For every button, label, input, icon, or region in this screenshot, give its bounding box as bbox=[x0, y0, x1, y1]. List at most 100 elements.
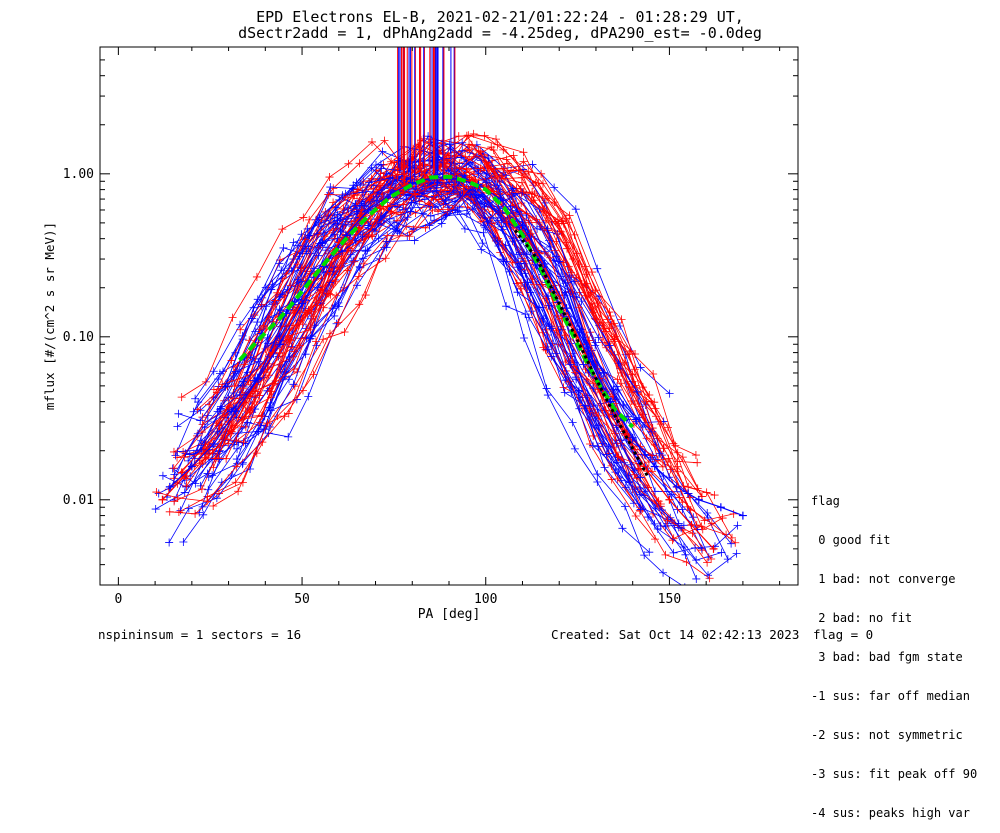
background-marker bbox=[530, 280, 539, 289]
background-trace bbox=[242, 174, 653, 465]
background-marker bbox=[703, 558, 712, 567]
background-marker bbox=[561, 279, 570, 288]
background-marker bbox=[723, 555, 732, 564]
background-marker bbox=[629, 499, 638, 508]
background-marker bbox=[238, 460, 247, 469]
background-marker bbox=[229, 371, 238, 380]
background-marker bbox=[306, 334, 315, 343]
background-marker bbox=[535, 205, 544, 214]
background-marker bbox=[293, 241, 302, 250]
background-marker bbox=[718, 514, 727, 523]
background-marker bbox=[222, 454, 231, 463]
background-marker bbox=[541, 216, 550, 225]
background-marker bbox=[479, 221, 488, 230]
background-marker bbox=[640, 551, 649, 560]
background-marker bbox=[503, 159, 512, 168]
background-marker bbox=[201, 453, 210, 462]
background-marker bbox=[252, 272, 261, 281]
background-marker bbox=[251, 327, 260, 336]
background-marker bbox=[421, 223, 430, 232]
background-marker bbox=[216, 402, 225, 411]
series-layer bbox=[158, 173, 747, 553]
background-marker bbox=[574, 303, 583, 312]
background-marker bbox=[257, 302, 266, 311]
background-marker bbox=[367, 137, 376, 146]
background-marker bbox=[407, 198, 416, 207]
background-marker bbox=[330, 311, 339, 320]
background-marker bbox=[732, 549, 741, 558]
background-marker bbox=[565, 211, 574, 220]
background-marker bbox=[610, 337, 619, 346]
background-marker bbox=[506, 202, 515, 211]
background-marker bbox=[399, 200, 408, 209]
background-marker bbox=[197, 445, 206, 454]
background-marker bbox=[679, 542, 688, 551]
background-marker bbox=[564, 262, 573, 271]
background-marker bbox=[196, 416, 205, 425]
background-marker bbox=[217, 478, 226, 487]
background-trace bbox=[182, 176, 659, 502]
background-marker bbox=[532, 215, 541, 224]
background-marker bbox=[318, 288, 327, 297]
background-marker bbox=[593, 477, 602, 486]
background-marker bbox=[326, 183, 335, 192]
background-marker bbox=[367, 230, 376, 239]
background-marker bbox=[204, 473, 213, 482]
background-marker bbox=[630, 365, 639, 374]
background-trace bbox=[213, 179, 625, 464]
background-marker bbox=[173, 453, 182, 462]
background-marker bbox=[252, 449, 261, 458]
background-marker bbox=[492, 135, 501, 144]
background-marker bbox=[566, 360, 575, 369]
background-marker bbox=[477, 156, 486, 165]
background-marker bbox=[390, 217, 399, 226]
background-marker bbox=[177, 393, 186, 402]
background-marker bbox=[611, 436, 620, 445]
background-marker bbox=[665, 389, 674, 398]
background-marker bbox=[214, 489, 223, 498]
background-marker bbox=[185, 450, 194, 459]
background-marker bbox=[521, 269, 530, 278]
background-marker bbox=[227, 356, 236, 365]
background-marker bbox=[631, 399, 640, 408]
background-marker bbox=[547, 324, 556, 333]
background-marker bbox=[318, 239, 327, 248]
background-marker bbox=[657, 506, 666, 515]
data-point bbox=[158, 495, 167, 504]
legend-item: -1 sus: far off median bbox=[811, 689, 970, 703]
background-marker bbox=[317, 222, 326, 231]
background-marker bbox=[228, 313, 237, 322]
background-marker bbox=[493, 174, 502, 183]
background-marker bbox=[193, 429, 202, 438]
background-marker bbox=[180, 488, 189, 497]
background-marker bbox=[253, 318, 262, 327]
background-marker bbox=[638, 423, 647, 432]
background-marker bbox=[403, 213, 412, 222]
background-marker bbox=[636, 363, 645, 372]
background-marker bbox=[684, 583, 686, 585]
data-point bbox=[518, 221, 527, 230]
background-marker bbox=[387, 209, 396, 218]
background-marker bbox=[589, 384, 598, 393]
background-marker bbox=[405, 232, 414, 241]
background-marker bbox=[201, 440, 210, 449]
background-marker bbox=[310, 264, 319, 273]
background-marker bbox=[538, 179, 547, 188]
background-marker bbox=[277, 306, 286, 315]
background-marker bbox=[285, 353, 294, 362]
background-marker bbox=[287, 336, 296, 345]
background-marker bbox=[222, 379, 231, 388]
background-marker bbox=[268, 280, 277, 289]
background-marker bbox=[649, 369, 658, 378]
data-point bbox=[665, 495, 674, 504]
background-marker bbox=[381, 254, 390, 263]
background-marker bbox=[208, 471, 217, 480]
background-marker bbox=[661, 550, 670, 559]
series-line bbox=[169, 176, 744, 517]
background-trace bbox=[200, 175, 646, 487]
background-marker bbox=[537, 169, 546, 178]
background-marker bbox=[605, 308, 614, 317]
background-marker bbox=[402, 195, 411, 204]
background-marker bbox=[190, 454, 199, 463]
background-marker bbox=[234, 487, 243, 496]
